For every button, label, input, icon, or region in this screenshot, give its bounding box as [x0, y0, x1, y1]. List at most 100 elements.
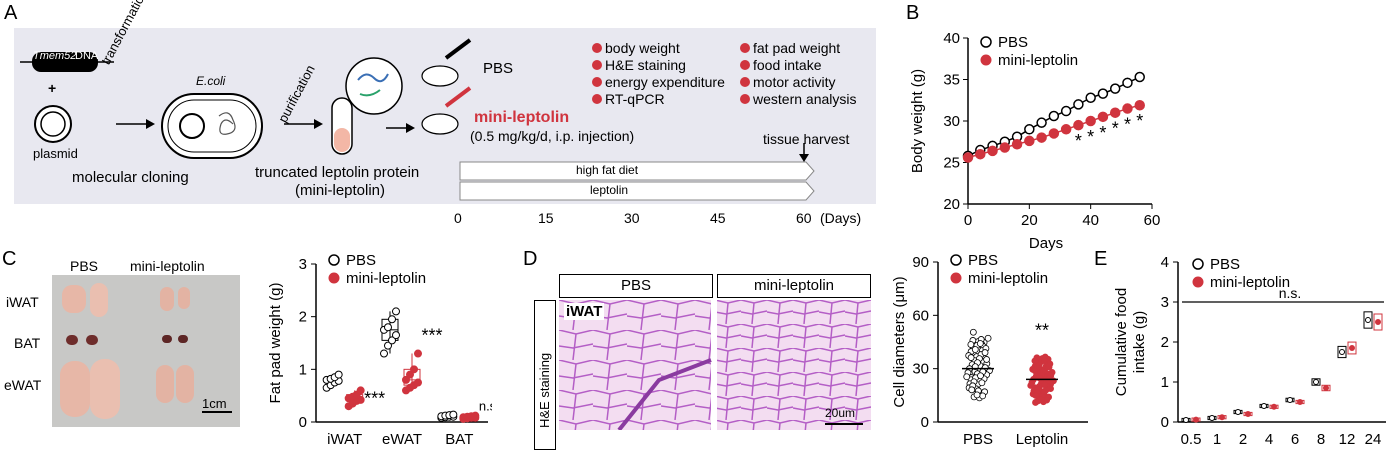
timeline-tick: 0	[454, 210, 462, 226]
arrow-icon	[146, 119, 155, 129]
y-tick-label: 1	[299, 361, 307, 378]
micrographs	[559, 300, 871, 430]
data-point	[1024, 124, 1035, 135]
y-tick-label: 30	[943, 113, 960, 130]
x-tick-label: 6	[1291, 431, 1299, 448]
data-point	[1040, 356, 1048, 364]
x-tick-label: 12	[1339, 431, 1356, 448]
syringe-icon-pbs	[444, 38, 472, 60]
photo-col-label: PBS	[70, 258, 99, 274]
significance-marker: *	[1136, 111, 1143, 131]
data-point	[962, 152, 974, 163]
assay-list-col1: body weight H&E staining energy expendit…	[605, 40, 725, 108]
x-axis-label: Days	[1029, 235, 1063, 252]
y-tick-label: 25	[943, 155, 960, 172]
data-point	[384, 323, 392, 332]
data-point	[1031, 367, 1039, 375]
panel-label-d: D	[523, 248, 538, 270]
x-tick-label: 4	[1265, 431, 1273, 448]
data-point	[1011, 138, 1023, 150]
data-point	[967, 341, 975, 348]
box	[1373, 313, 1383, 331]
syringe-icon-treated	[444, 86, 472, 108]
data-point	[1097, 111, 1109, 123]
micrograph-treated	[717, 300, 871, 430]
legend-label: mini-leptolin	[998, 52, 1078, 69]
mini-leptolin-group-label: mini-leptolin	[474, 109, 570, 126]
legend-label: mini-leptolin	[1210, 274, 1290, 291]
data-point	[449, 410, 458, 419]
data-point	[334, 370, 343, 379]
legend-marker	[980, 54, 992, 66]
data-point	[976, 340, 984, 347]
ewat-sample	[176, 365, 194, 403]
panel-label-c: C	[2, 248, 17, 270]
data-point	[1134, 99, 1145, 111]
legend-marker	[328, 254, 340, 266]
data-point	[963, 373, 971, 381]
data-point	[384, 341, 392, 350]
y-tick-label: 40	[943, 30, 960, 47]
data-point	[967, 354, 975, 361]
data-point	[968, 386, 976, 394]
data-point	[471, 411, 480, 420]
x-tick-label: 60	[1144, 212, 1161, 229]
x-tick-label: BAT	[445, 431, 473, 448]
data-point	[1031, 357, 1039, 365]
y-axis-label: Body weight (g)	[909, 69, 926, 173]
significance-marker: *	[1075, 131, 1082, 151]
data-point	[1045, 363, 1053, 371]
hfd-bar	[459, 161, 815, 181]
ecoli-label: E.coli	[196, 74, 226, 88]
data-point	[388, 336, 396, 345]
assay-item: body weight	[605, 40, 680, 56]
legend-marker	[328, 272, 340, 284]
data-point	[975, 148, 986, 160]
data-point	[1349, 345, 1355, 351]
bat-sample	[86, 335, 98, 345]
data-point	[356, 395, 365, 404]
significance-marker: *	[1124, 115, 1131, 135]
data-point	[1339, 349, 1345, 355]
significance-marker: *	[1099, 123, 1106, 143]
data-point	[1085, 92, 1096, 104]
data-point	[1271, 403, 1277, 410]
y-tick-label: 60	[912, 307, 929, 324]
data-point	[1027, 382, 1035, 389]
assay-item: western analysis	[753, 91, 857, 107]
data-point	[1365, 317, 1371, 323]
data-point	[1109, 83, 1121, 94]
data-point	[1323, 385, 1329, 391]
micro-tissue-label: iWAT	[564, 303, 605, 320]
x-tick-label: eWAT	[382, 431, 422, 448]
harvest-arrow-icon	[799, 154, 809, 162]
y-tick-label: 30	[912, 361, 929, 378]
x-tick-label: 8	[1317, 431, 1325, 448]
y-axis-label: Fat pad weight (g)	[267, 283, 284, 404]
stain-side-box	[534, 300, 556, 450]
iwat-sample	[178, 287, 190, 309]
ewat-sample	[60, 361, 90, 417]
arrow-icon	[406, 123, 415, 133]
molecular-cloning-label: molecular cloning	[72, 169, 189, 186]
data-point	[410, 365, 418, 374]
significance-marker: ***	[421, 325, 442, 345]
stain-side-label: H&E staining	[537, 352, 552, 428]
data-point	[414, 349, 422, 358]
box	[1337, 345, 1347, 359]
data-point	[1060, 124, 1072, 135]
y-tick-label: 90	[912, 254, 929, 271]
y-tick-label: 3	[299, 256, 307, 273]
micro-scale-label: 20um	[825, 406, 856, 420]
photo-row-label: iWAT	[6, 294, 39, 310]
data-point	[1036, 117, 1047, 128]
data-point	[392, 331, 400, 340]
legend-label: PBS	[968, 252, 998, 269]
legend-label: PBS	[1210, 256, 1240, 273]
photo-col-label: mini-leptolin	[130, 258, 205, 274]
box	[1311, 378, 1321, 386]
significance-marker: n.s.	[479, 399, 492, 414]
data-point	[987, 145, 998, 157]
